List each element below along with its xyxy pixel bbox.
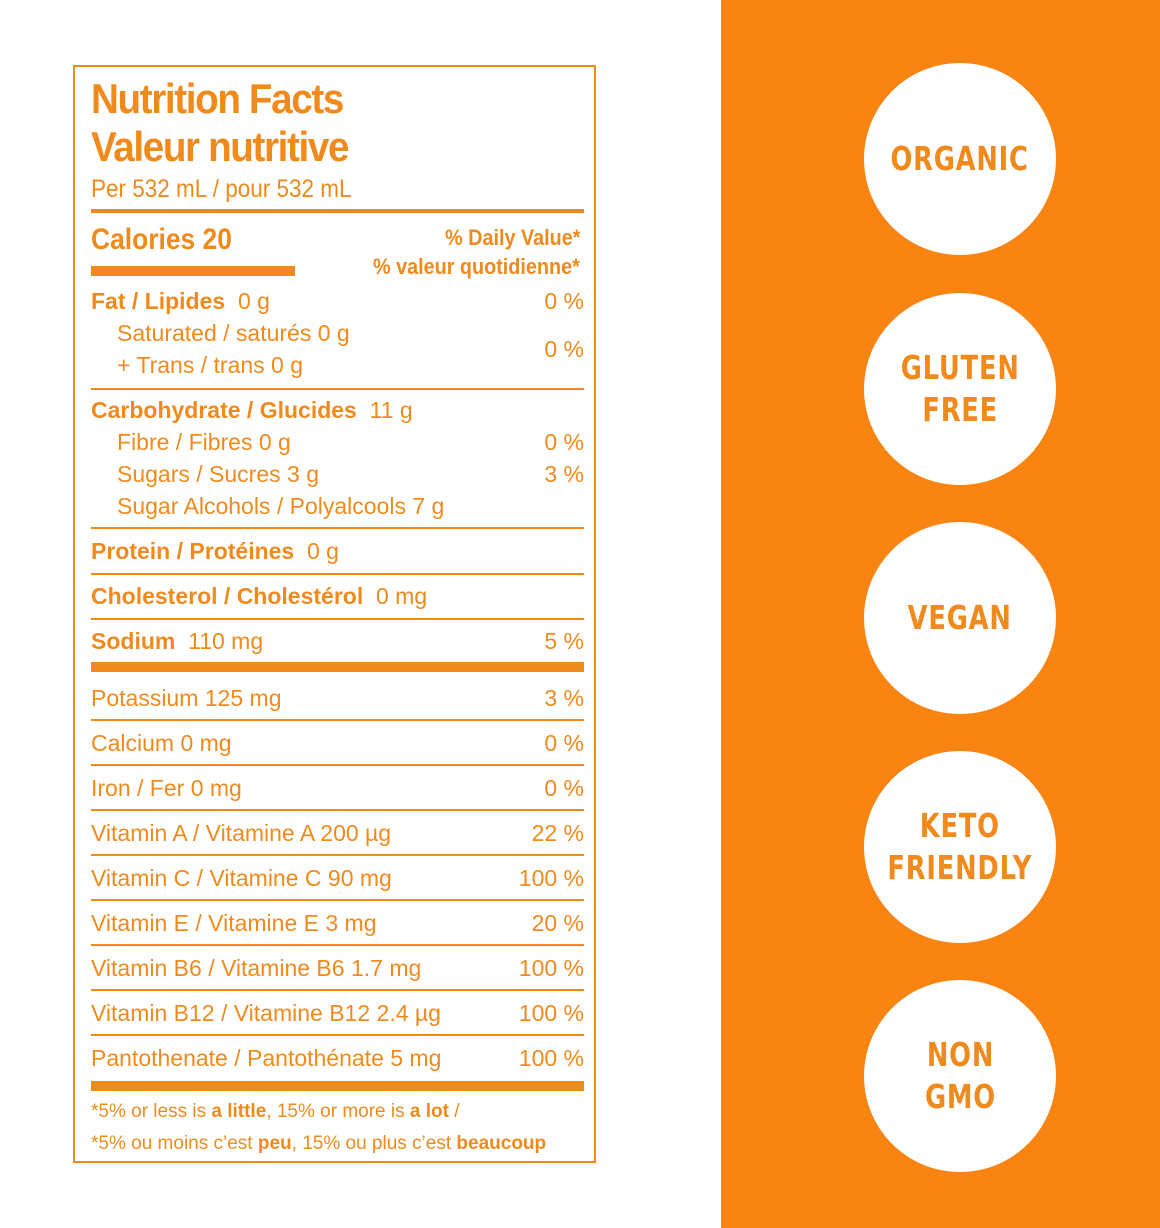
- badge-vegan: VEGAN: [864, 522, 1056, 714]
- protein-name: Protein / Protéines: [91, 538, 295, 564]
- sat-trans-pct: 0 %: [544, 336, 584, 362]
- rule-vitamin-b6: [91, 989, 584, 991]
- sodium-pct: 5 %: [544, 628, 584, 654]
- badge-keto-friendly-text: KETO FRIENDLY: [887, 806, 1033, 887]
- vitamin-b6-name: Vitamin B6 / Vitamine B6 1.7 mg: [91, 955, 422, 981]
- vitamin-a-name: Vitamin A / Vitamine A 200 µg: [91, 820, 392, 846]
- sugars-text: Sugars / Sucres 3 g: [117, 461, 319, 487]
- vitamin-a-pct: 22 %: [531, 820, 584, 846]
- vitamin-e-pct: 20 %: [531, 910, 584, 936]
- footnote-en-lot: a lot: [409, 1101, 449, 1122]
- rule-carb: [91, 527, 584, 529]
- pantothenate-pct: 100 %: [518, 1045, 584, 1071]
- title-french: Valeur nutritive: [91, 123, 349, 170]
- footnote-french: *5% ou moins c’est peu, 15% ou plus c’es…: [91, 1133, 546, 1155]
- badge-gluten-free-text: GLUTEN FREE: [900, 348, 1020, 429]
- carb-name: Carbohydrate / Glucides: [91, 397, 357, 423]
- rule-calcium: [91, 764, 584, 766]
- potassium-pct: 3 %: [544, 685, 584, 711]
- rule-vitamin-b12: [91, 1034, 584, 1036]
- carb-amount: 11 g: [369, 397, 413, 423]
- badge-organic-text: ORGANIC: [890, 139, 1030, 178]
- daily-value-en: % Daily Value*: [444, 225, 580, 250]
- footnote-fr-beaucoup: beaucoup: [456, 1133, 547, 1154]
- footnote-en-part: *5% or less is: [91, 1101, 212, 1122]
- rule-vitamin-e: [91, 944, 584, 946]
- vitamin-e-name: Vitamin E / Vitamine E 3 mg: [91, 910, 377, 936]
- fat-amount: 0 g: [237, 288, 270, 314]
- sugar-alcohols-text: Sugar Alcohols / Polyalcools 7 g: [117, 493, 445, 519]
- rule-vitamin-c: [91, 899, 584, 901]
- calcium-pct: 0 %: [544, 730, 584, 756]
- pantothenate-name: Pantothenate / Pantothénate 5 mg: [91, 1045, 442, 1071]
- sugars-pct: 3 %: [544, 461, 584, 487]
- calories: Calories 20: [91, 223, 232, 256]
- footnote-fr-part: *5% ou moins c’est: [91, 1133, 258, 1154]
- vitamin-c-name: Vitamin C / Vitamine C 90 mg: [91, 865, 392, 891]
- iron-pct: 0 %: [544, 775, 584, 801]
- footnote-en-part: , 15% or more is: [266, 1101, 410, 1122]
- fat-pct: 0 %: [544, 288, 584, 314]
- footnote-fr-peu: peu: [257, 1133, 292, 1154]
- badge-non-gmo-text: NON GMO: [924, 1035, 996, 1116]
- vitamin-b6-pct: 100 %: [518, 955, 584, 981]
- fibre-pct: 0 %: [544, 429, 584, 455]
- sodium-amount: 110 mg: [188, 628, 264, 654]
- rule-serving: [91, 209, 584, 213]
- rule-calories: [91, 266, 295, 276]
- rule-iron: [91, 809, 584, 811]
- title-english: Nutrition Facts: [91, 75, 344, 122]
- footnote-english: *5% or less is a little, 15% or more is …: [91, 1101, 460, 1123]
- serving-size: Per 532 mL / pour 532 mL: [91, 175, 352, 203]
- badge-vegan-text: VEGAN: [907, 598, 1012, 637]
- fibre-text: Fibre / Fibres 0 g: [117, 429, 291, 455]
- nutrition-facts-label: Nutrition Facts Valeur nutritive Per 532…: [73, 65, 596, 1163]
- rule-potassium: [91, 719, 584, 721]
- footnote-en-little: a little: [211, 1101, 267, 1122]
- vitamin-b12-name: Vitamin B12 / Vitamine B12 2.4 µg: [91, 1000, 441, 1026]
- rule-fat: [91, 388, 584, 390]
- badge-non-gmo: NON GMO: [864, 980, 1056, 1172]
- cholesterol-name: Cholesterol / Cholestérol: [91, 583, 364, 609]
- badge-keto-friendly: KETO FRIENDLY: [864, 751, 1056, 943]
- footnote-en-part: /: [448, 1101, 460, 1122]
- cholesterol-amount: 0 mg: [376, 583, 428, 609]
- saturated-text: Saturated / saturés 0 g: [117, 320, 350, 346]
- rule-cholesterol: [91, 618, 584, 620]
- rule-footer-thick: [91, 1081, 584, 1091]
- rule-sodium-thick: [91, 662, 584, 672]
- iron-name: Iron / Fer 0 mg: [91, 775, 242, 801]
- footnote-fr-part: , 15% ou plus c’est: [291, 1133, 457, 1154]
- sodium-name: Sodium: [91, 628, 176, 654]
- calcium-name: Calcium 0 mg: [91, 730, 232, 756]
- badge-gluten-free: GLUTEN FREE: [864, 293, 1056, 485]
- rule-protein: [91, 573, 584, 575]
- daily-value-fr: % valeur quotidienne*: [373, 254, 580, 279]
- trans-text: + Trans / trans 0 g: [117, 352, 304, 378]
- vitamin-c-pct: 100 %: [518, 865, 584, 891]
- fat-name: Fat / Lipides: [91, 288, 226, 314]
- badge-organic: ORGANIC: [864, 63, 1056, 255]
- protein-amount: 0 g: [307, 538, 339, 564]
- potassium-name: Potassium 125 mg: [91, 685, 282, 711]
- rule-vitamin-a: [91, 854, 584, 856]
- vitamin-b12-pct: 100 %: [518, 1000, 584, 1026]
